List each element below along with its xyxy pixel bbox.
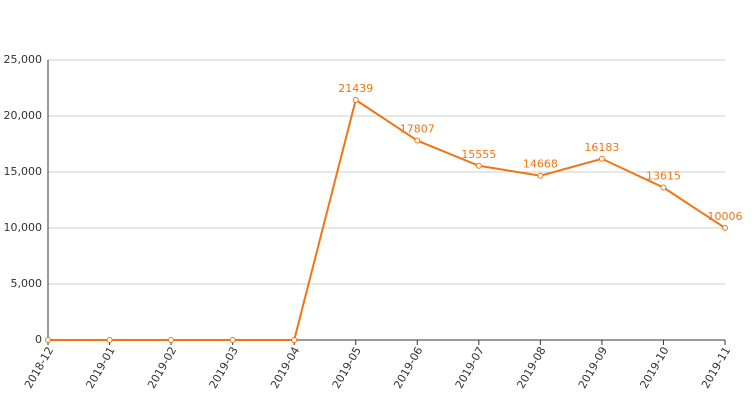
x-tick-label: 2019-11 (699, 345, 733, 391)
point (168, 337, 175, 343)
y-tick-label: 25,000 (4, 53, 43, 66)
data-label: 17807 (400, 123, 435, 136)
point (414, 137, 421, 144)
data-label: 21439 (338, 82, 373, 95)
y-tick-label: 20,000 (4, 109, 43, 122)
point (598, 155, 605, 162)
x-tick-label: 2019-02 (145, 345, 179, 391)
x-tick-label: 2019-05 (330, 345, 364, 391)
y-tick-label: 5,000 (11, 277, 43, 290)
y-tick-label: 0 (35, 333, 42, 346)
x-tick-label: 2018-12 (22, 345, 56, 391)
x-tick-label: 2019-03 (207, 345, 241, 391)
x-tick-label: 2019-06 (391, 345, 425, 391)
data-label: 14668 (523, 158, 558, 171)
y-tick-label: 15,000 (4, 165, 43, 178)
x-tick-label: 2019-08 (514, 345, 548, 391)
data-label: 16183 (584, 141, 619, 154)
point (537, 172, 544, 179)
x-tick-label: 2019-09 (576, 345, 610, 391)
point (291, 337, 298, 343)
y-tick-label: 10,000 (4, 221, 43, 234)
point (660, 184, 667, 191)
data-label: 10006 (708, 210, 743, 223)
point (722, 224, 728, 231)
point (106, 337, 113, 343)
x-tick-label: 2019-01 (83, 345, 117, 391)
point (352, 96, 359, 103)
point (45, 337, 51, 343)
data-label: 15555 (461, 148, 496, 161)
point (229, 337, 236, 343)
x-tick-label: 2019-04 (268, 345, 302, 391)
line (48, 98, 726, 341)
x-tick-label: 2019-07 (453, 345, 487, 391)
data-label: 13615 (646, 170, 681, 183)
point (475, 162, 482, 169)
x-tick-label: 2019-10 (637, 345, 671, 391)
